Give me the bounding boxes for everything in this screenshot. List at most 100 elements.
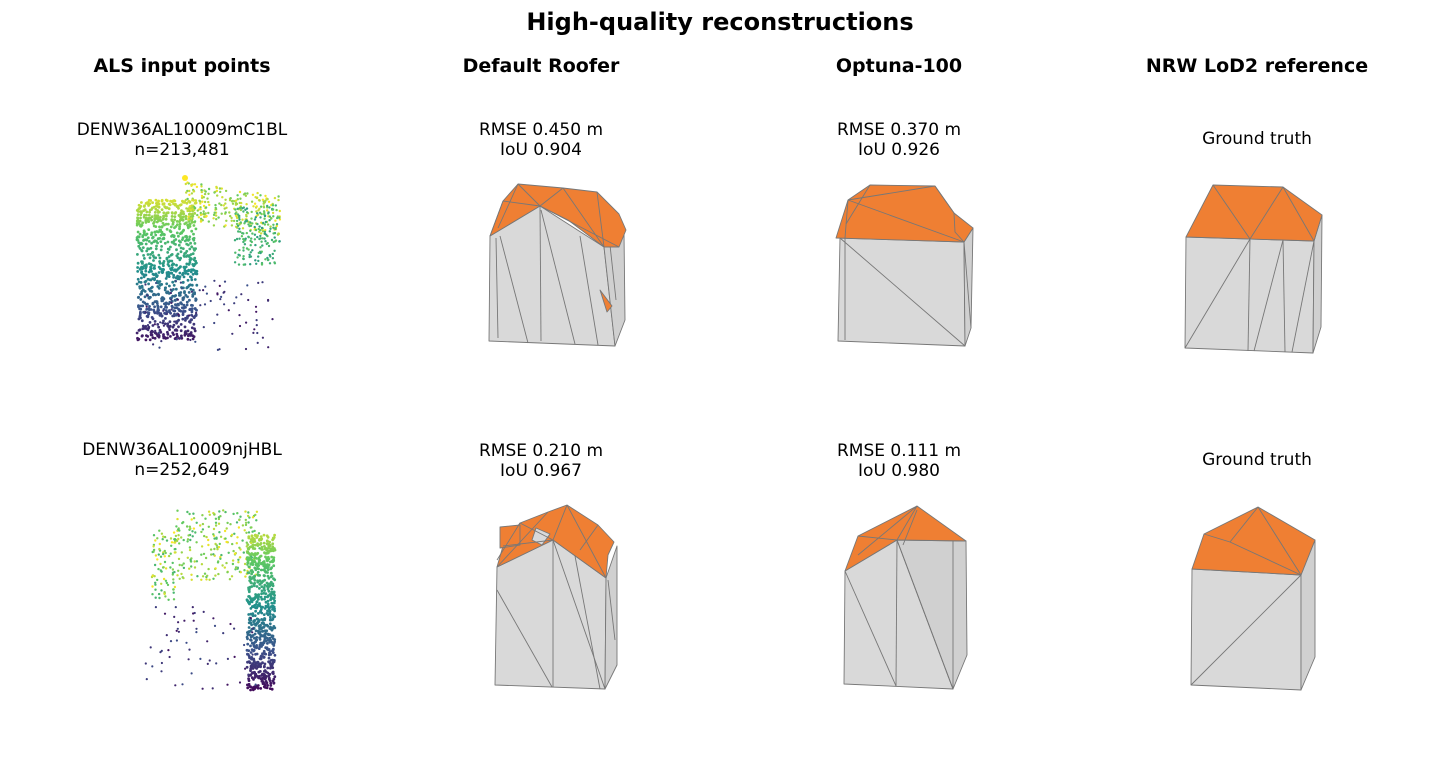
point [257,595,260,598]
point [150,208,153,211]
point [259,246,262,249]
point [274,239,278,242]
point [267,638,270,642]
point [245,556,249,560]
point [190,278,194,282]
point [198,208,201,211]
point [172,581,175,584]
point [167,260,171,264]
point [170,271,174,275]
point [149,253,152,256]
point [258,662,262,666]
point [207,220,210,223]
point [252,648,256,652]
point [167,264,171,268]
point [208,513,211,516]
point [222,291,225,294]
point [249,621,253,625]
point [184,251,187,255]
point [174,534,178,538]
point [254,609,257,613]
point [268,593,272,596]
point [245,648,249,652]
als-point-cloud-2 [144,509,277,692]
point [156,230,160,234]
point [188,648,191,651]
point [169,335,172,338]
point [139,224,143,228]
point [272,601,276,605]
point [167,598,170,601]
point [193,611,196,615]
point-count: n=213,481 [134,140,230,160]
point [216,194,219,197]
point [278,216,281,219]
point [159,569,162,572]
point [216,348,219,351]
point [200,530,203,534]
point [263,635,267,638]
point [160,312,163,315]
point [191,207,194,210]
point [167,554,171,558]
point [253,622,257,626]
point [151,593,154,596]
point [180,536,183,539]
point [257,564,261,567]
point [149,265,152,269]
point [170,259,174,263]
point [148,338,152,342]
point [270,687,274,691]
point [177,325,180,329]
point [165,227,169,231]
point [172,273,176,277]
point [244,575,247,578]
point [154,198,158,202]
point [140,319,144,323]
point [239,515,242,518]
point [178,577,181,580]
point [215,662,218,665]
point [240,235,244,238]
point [142,215,146,219]
point [195,185,199,189]
point [178,292,182,295]
point [225,561,228,565]
point [147,262,151,265]
point [238,546,241,549]
point [243,562,247,566]
point [178,271,182,275]
point [181,280,185,284]
point [147,228,151,231]
point [165,199,169,203]
point [159,215,162,219]
point [152,545,155,548]
point [258,645,262,649]
point [212,527,216,531]
point [203,572,207,575]
point [267,656,271,660]
point [266,671,270,675]
point [270,582,274,586]
point [218,510,221,513]
point [272,556,276,559]
point [191,337,195,341]
point [136,277,140,281]
point [170,308,173,311]
point [183,309,187,313]
point [192,264,196,267]
point [186,510,189,514]
point [250,585,254,588]
point [138,314,142,317]
point [171,306,174,309]
default-roofer-mesh-1 [488,183,627,347]
point [175,263,178,267]
point [259,216,262,219]
point [236,198,239,201]
point [258,587,261,590]
point [192,335,196,338]
point [192,512,195,515]
point [207,200,210,204]
point [236,224,240,227]
point [264,258,267,261]
